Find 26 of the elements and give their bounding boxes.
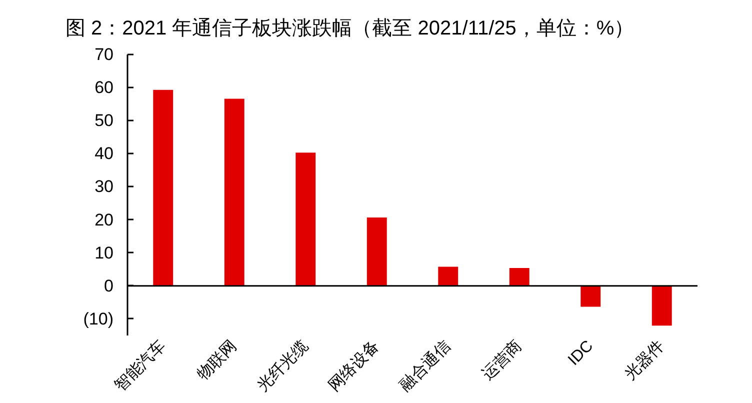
y-tick-label: 40 [94, 144, 114, 164]
x-tick-label: 融合通信 [396, 336, 454, 395]
x-tick-label: 智能汽车 [111, 336, 170, 395]
chart-title: 图 2：2021 年通信子板块涨跌幅（截至 2021/11/25，单位：%） [66, 18, 634, 40]
bar [580, 286, 601, 307]
y-tick-label: 70 [94, 45, 114, 64]
bar [438, 266, 458, 286]
bar [652, 286, 672, 326]
y-tick-label: 60 [94, 78, 114, 98]
bar [153, 90, 174, 286]
x-tick-label: IDC [565, 337, 597, 369]
y-tick-label: (10) [83, 309, 114, 328]
y-tick-label: 50 [94, 111, 114, 130]
y-tick-label: 20 [94, 210, 114, 230]
x-tick-label: 运营商 [478, 336, 526, 384]
bar [509, 268, 530, 286]
y-tick-label: 10 [94, 243, 114, 262]
bar [224, 98, 244, 286]
y-tick-label: 30 [94, 177, 114, 196]
bar [296, 152, 316, 286]
y-tick-label: 0 [104, 276, 114, 296]
bar [366, 217, 387, 286]
x-tick-label: 光器件 [621, 336, 668, 384]
x-tick-label: 光纤光缆 [254, 336, 312, 395]
x-tick-label: 物联网 [194, 336, 240, 384]
x-tick-label: 网络设备 [324, 336, 383, 395]
